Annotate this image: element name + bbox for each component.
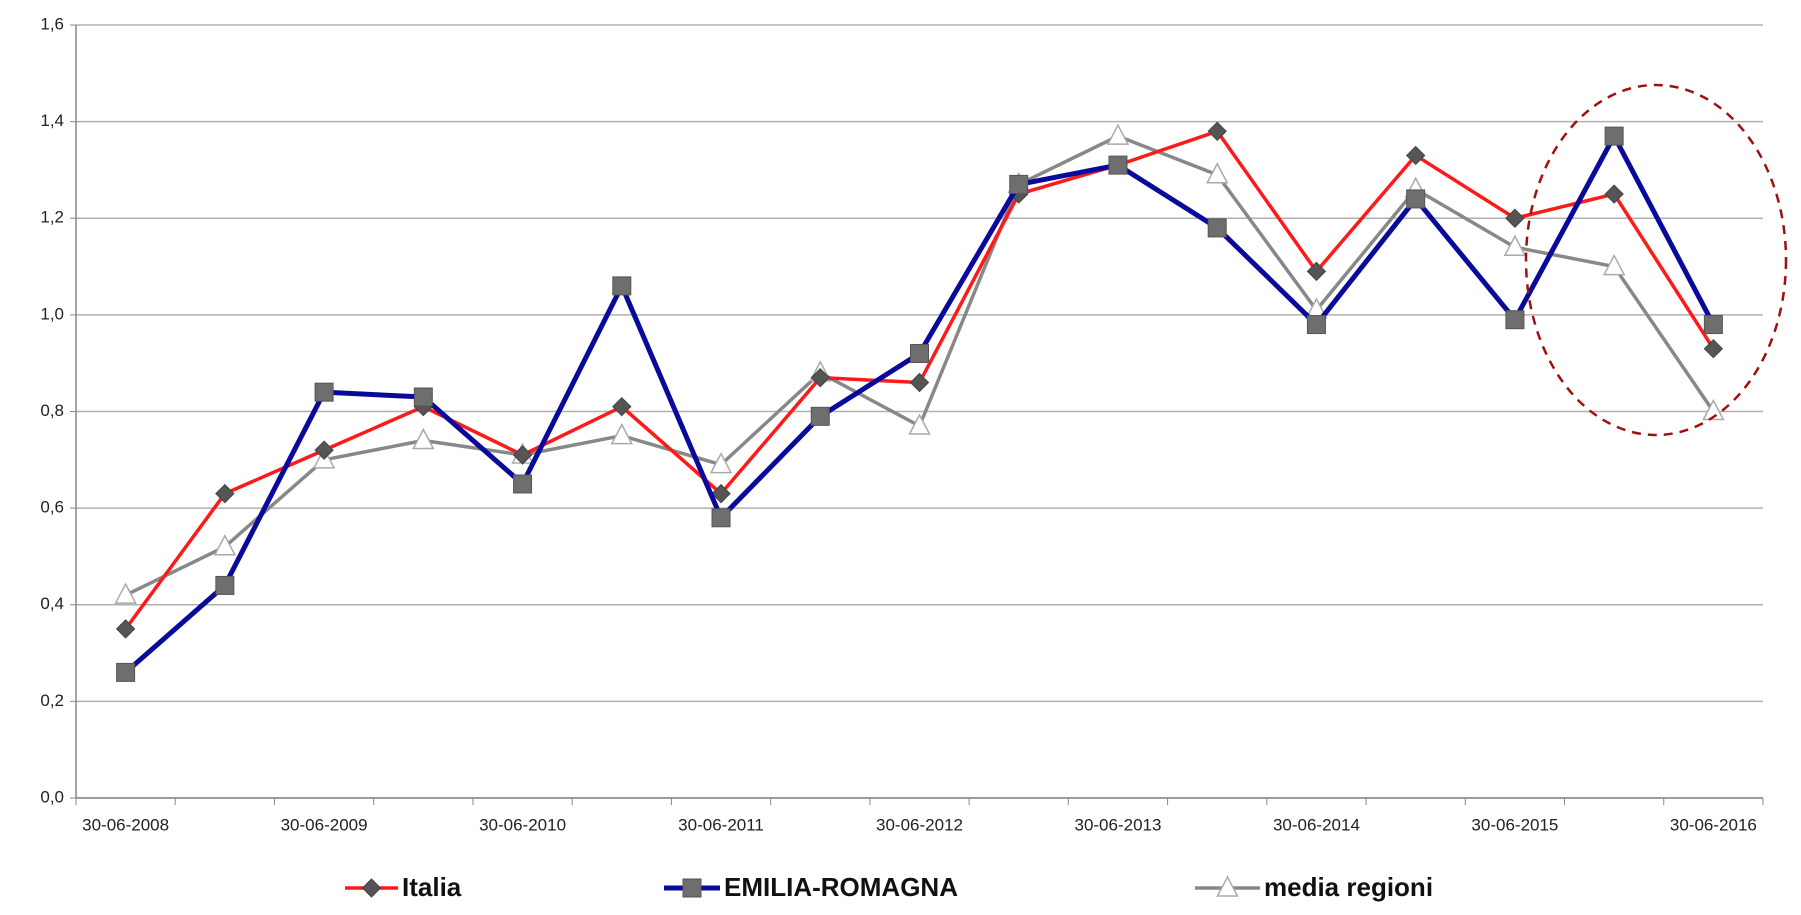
marker: [612, 396, 632, 417]
line: [123, 133, 1716, 675]
marker: [709, 452, 733, 474]
x-tick-label: 30-06-2013: [1074, 815, 1161, 834]
y-tick-label: 0,6: [40, 498, 64, 517]
marker: [412, 427, 435, 450]
x-tick-label: 30-06-2016: [1670, 815, 1757, 834]
y-tick-label: 1,2: [40, 208, 64, 227]
marker: [908, 413, 931, 435]
marker: [610, 423, 634, 445]
marker: [810, 367, 830, 388]
x-tick-label: 30-06-2008: [82, 815, 169, 834]
marker: [1604, 126, 1624, 146]
marker: [115, 619, 136, 639]
x-tick-label: 30-06-2011: [678, 815, 764, 834]
marker: [116, 662, 136, 682]
marker: [1602, 253, 1626, 276]
marker: [910, 344, 929, 364]
series: [115, 121, 1724, 639]
y-tick-label: 0,0: [40, 787, 64, 806]
marker: [215, 483, 235, 504]
y-tick-label: 1,6: [40, 14, 64, 33]
marker: [1108, 155, 1128, 175]
marker: [1703, 315, 1723, 335]
marker: [711, 483, 731, 504]
marker: [810, 406, 830, 426]
highlight-ellipse: [1524, 83, 1788, 437]
x-tick-label: 30-06-2012: [876, 815, 963, 834]
legend: Italia EMILIA-ROMAGNA media regioni: [345, 872, 1433, 902]
marker: [314, 440, 334, 460]
marker: [1009, 174, 1029, 194]
line: [124, 134, 1715, 597]
legend-marker: [1216, 875, 1239, 897]
legend-marker: [361, 878, 382, 898]
marker: [1505, 208, 1525, 228]
marker: [114, 582, 137, 604]
y-tick-label: 0,2: [40, 691, 64, 710]
marker: [711, 508, 731, 528]
marker: [1604, 184, 1624, 204]
legend-marker: [682, 878, 702, 898]
marker: [1306, 261, 1327, 282]
marker: [1207, 121, 1227, 141]
x-tick-label: 30-06-2010: [479, 815, 566, 834]
y-tick-label: 0,4: [40, 594, 64, 613]
marker: [612, 276, 632, 296]
marker: [909, 372, 930, 393]
legend-label: media regioni: [1264, 872, 1433, 902]
legend-label: Italia: [402, 872, 462, 902]
marker: [215, 575, 235, 595]
marker: [512, 445, 533, 465]
x-tick-label: 30-06-2014: [1273, 815, 1360, 834]
marker: [1703, 338, 1724, 359]
marker: [1702, 398, 1725, 421]
marker: [1406, 189, 1426, 209]
series: [114, 123, 1725, 604]
series: [116, 126, 1723, 682]
marker: [413, 387, 433, 407]
marker: [1405, 145, 1426, 166]
legend-label: EMILIA-ROMAGNA: [724, 872, 958, 902]
marker: [1505, 310, 1525, 330]
grid: 0,0 0,2 0,4 0,6 0,8 1,0 1,2 1,4 1,6 30-06-2008 30-…: [40, 14, 1764, 834]
y-tick-label: 1,0: [40, 304, 64, 323]
y-tick-label: 0,8: [40, 401, 64, 420]
marker: [1205, 162, 1229, 184]
marker: [1207, 218, 1227, 238]
marker: [314, 382, 334, 402]
marker: [1503, 234, 1527, 256]
y-tick-label: 1,4: [40, 111, 64, 130]
marker: [1306, 315, 1326, 335]
marker: [513, 474, 533, 494]
marker: [1106, 123, 1130, 145]
x-tick-label: 30-06-2015: [1471, 815, 1558, 834]
marker: [213, 534, 237, 556]
x-tick-label: 30-06-2009: [281, 815, 368, 834]
